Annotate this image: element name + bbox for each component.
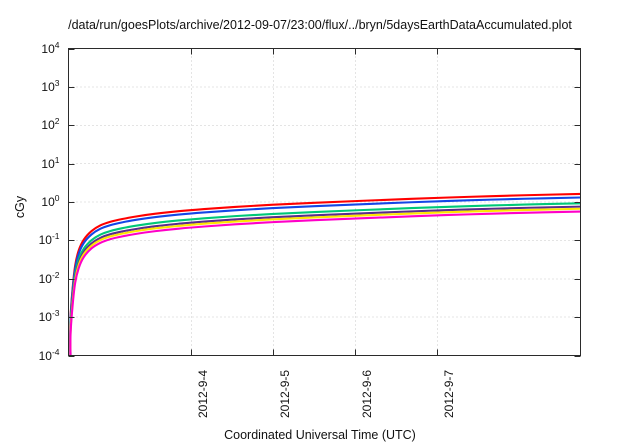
data-series-line bbox=[69, 210, 581, 356]
y-tick-label: 102 bbox=[41, 116, 60, 133]
tick-marks bbox=[68, 48, 581, 358]
y-tick-label: 10-4 bbox=[38, 346, 60, 363]
y-tick-label: 103 bbox=[41, 77, 60, 94]
x-tick-label: 2012-9-4 bbox=[196, 369, 211, 418]
series-group bbox=[69, 192, 581, 356]
y-tick-label: 100 bbox=[41, 193, 60, 209]
x-tick-label: 2012-9-5 bbox=[278, 369, 293, 418]
x-axis-label: Coordinated Universal Time (UTC) bbox=[224, 428, 416, 442]
x-tick-label: 2012-9-7 bbox=[442, 369, 457, 418]
y-tick-label: 10-2 bbox=[38, 269, 60, 286]
y-axis-label: cGy bbox=[13, 195, 27, 219]
y-tick-label: 10-3 bbox=[38, 308, 60, 325]
x-tick-label: 2012-9-6 bbox=[360, 369, 375, 418]
data-series-line bbox=[69, 196, 581, 356]
y-tick-label: 104 bbox=[41, 39, 60, 56]
chart-title: /data/run/goesPlots/archive/2012-09-07/2… bbox=[68, 18, 572, 32]
y-tick-label: 101 bbox=[41, 154, 60, 171]
y-tick-label: 10-1 bbox=[38, 231, 60, 248]
